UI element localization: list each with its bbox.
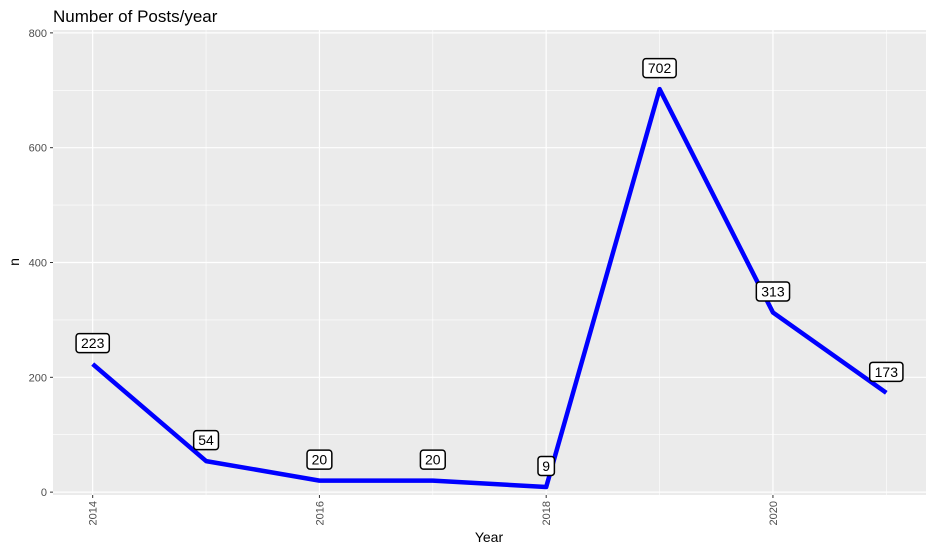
data-label: 20 (306, 449, 333, 470)
data-label-text: 223 (81, 335, 105, 351)
data-label-text: 313 (761, 283, 785, 299)
data-label-box (868, 361, 904, 383)
data-label-text: 20 (312, 452, 328, 468)
data-label-text: 20 (425, 452, 441, 468)
data-label-box (537, 455, 556, 477)
data-label: 173 (868, 361, 904, 383)
series-line (91, 86, 888, 490)
data-label-text: 702 (648, 60, 672, 76)
x-tick-label: 2016 (314, 501, 326, 525)
data-label-text: 54 (198, 432, 214, 448)
x-tick-label: 2018 (541, 501, 553, 525)
x-tick-label: 2020 (768, 501, 780, 525)
y-tick-label: 600 (29, 143, 47, 155)
series-posts (91, 86, 888, 490)
y-axis: 0 200 400 600 800 (29, 28, 53, 499)
data-label: 20 (419, 449, 446, 470)
y-tick-label: 800 (29, 28, 47, 40)
data-label: 223 (75, 332, 111, 354)
data-label-text: 9 (542, 458, 550, 474)
data-label: 313 (755, 281, 791, 302)
data-label: 702 (642, 57, 677, 79)
chart-title: Number of Posts/year (53, 7, 218, 26)
y-tick-label: 200 (29, 372, 47, 384)
y-axis-title: n (6, 258, 22, 266)
x-axis: 2014 2016 2018 2020 (88, 495, 780, 525)
y-tick-label: 0 (41, 487, 47, 499)
data-label: 54 (192, 429, 220, 451)
data-label-box (75, 332, 111, 354)
y-tick-label: 400 (29, 258, 47, 270)
major-gridlines (53, 30, 926, 495)
x-tick-label: 2014 (88, 501, 100, 525)
x-axis-title: Year (475, 529, 504, 545)
data-labels: 223 54 20 20 9 702 313 173 (75, 57, 904, 477)
data-label-box (419, 449, 446, 470)
data-label-box (642, 57, 677, 79)
data-label-box (755, 281, 791, 302)
data-label: 9 (537, 455, 556, 477)
data-label-box (306, 449, 333, 470)
data-label-box (192, 429, 220, 451)
data-label-text: 173 (875, 364, 899, 380)
